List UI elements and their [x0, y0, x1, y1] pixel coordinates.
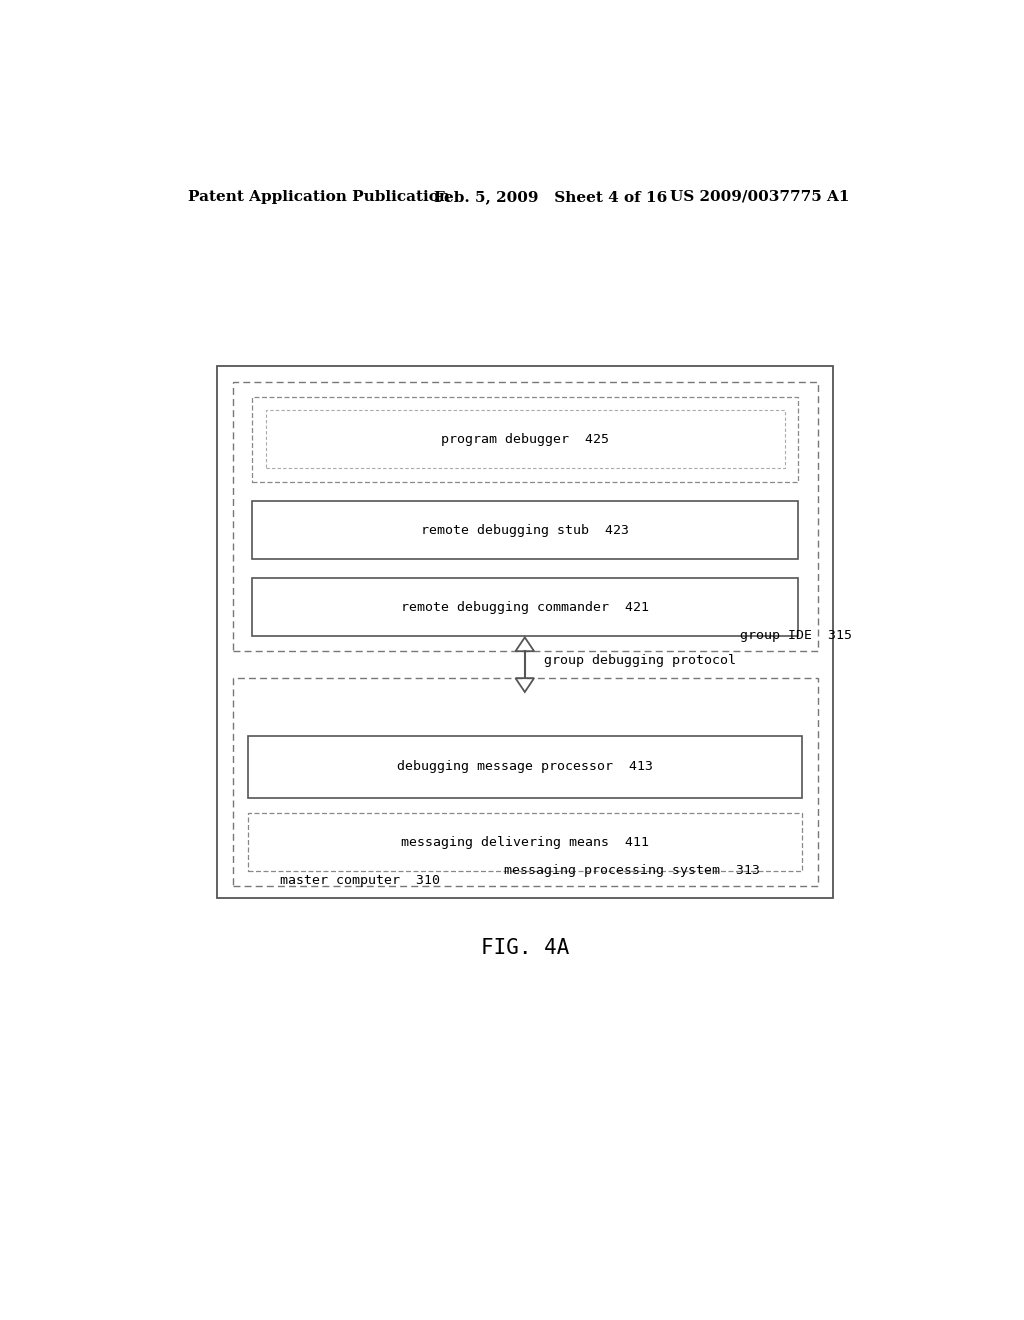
Text: remote debugging stub  423: remote debugging stub 423	[421, 524, 629, 537]
Bar	[248, 737, 802, 797]
Text: group debugging protocol: group debugging protocol	[544, 655, 736, 668]
Text: group IDE  315: group IDE 315	[740, 630, 852, 643]
Bar	[248, 813, 802, 871]
Bar	[252, 397, 799, 482]
Bar	[217, 367, 834, 898]
Text: program debugger  425: program debugger 425	[440, 433, 609, 446]
Text: master computer  310: master computer 310	[281, 874, 440, 887]
Bar	[252, 578, 799, 636]
Text: messaging delivering means  411: messaging delivering means 411	[400, 836, 649, 849]
Text: FIG. 4A: FIG. 4A	[480, 937, 569, 957]
Text: Feb. 5, 2009   Sheet 4 of 16: Feb. 5, 2009 Sheet 4 of 16	[434, 190, 668, 203]
Bar	[266, 411, 785, 469]
Bar	[232, 381, 818, 651]
Bar	[252, 502, 799, 558]
Text: remote debugging commander  421: remote debugging commander 421	[400, 601, 649, 614]
Bar	[232, 678, 818, 886]
Text: US 2009/0037775 A1: US 2009/0037775 A1	[671, 190, 850, 203]
Text: debugging message processor  413: debugging message processor 413	[396, 760, 653, 774]
Text: messaging processing system  313: messaging processing system 313	[504, 865, 760, 878]
Text: Patent Application Publication: Patent Application Publication	[188, 190, 451, 203]
